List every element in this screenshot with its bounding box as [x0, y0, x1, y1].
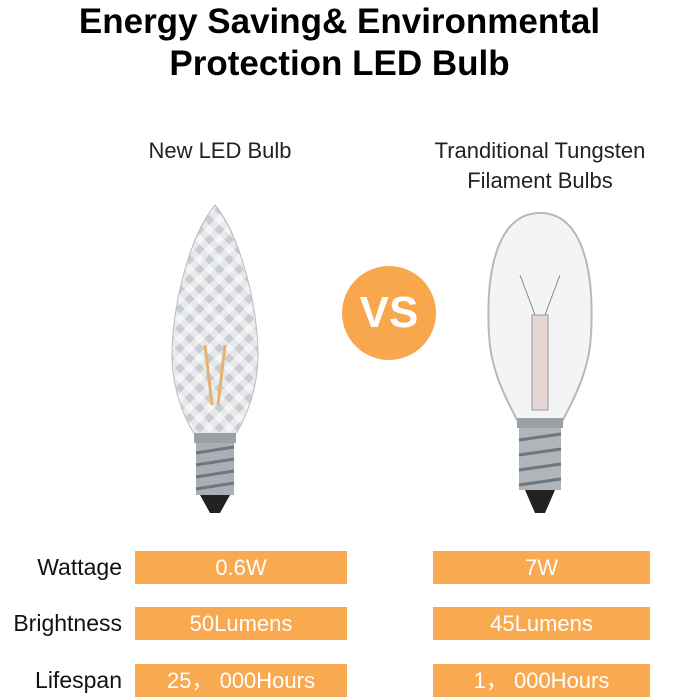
- vs-badge: VS: [342, 266, 436, 360]
- led-lifespan-value: 25， 000Hours: [135, 664, 347, 697]
- row-label-brightness: Brightness: [13, 610, 122, 636]
- led-caption: New LED Bulb: [148, 138, 292, 163]
- page-title-line2: Protection LED Bulb: [169, 44, 510, 83]
- tungsten-bulb-image: [487, 211, 593, 513]
- tungsten-caption-line2: Filament Bulbs: [467, 168, 613, 193]
- row-label-lifespan: Lifespan: [35, 667, 122, 693]
- row-label-wattage: Wattage: [37, 554, 122, 580]
- led-brightness-value: 50Lumens: [135, 607, 347, 640]
- led-wattage-value: 0.6W: [135, 551, 347, 584]
- led-bulb-image: [171, 204, 259, 513]
- tungsten-lifespan-value: 1， 000Hours: [433, 664, 650, 697]
- page-title-line1: Energy Saving& Environmental: [78, 2, 601, 41]
- tungsten-brightness-value: 45Lumens: [433, 607, 650, 640]
- tungsten-wattage-value: 7W: [433, 551, 650, 584]
- tungsten-caption-line1: Tranditional Tungsten: [434, 138, 646, 163]
